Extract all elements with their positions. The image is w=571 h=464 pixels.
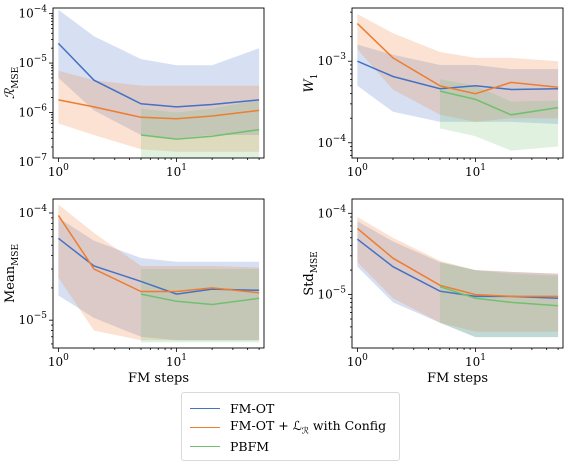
tick-label: 10−3 — [317, 52, 346, 68]
tick-label: 10−6 — [18, 103, 47, 119]
y-axis-label: ℛMSE — [3, 67, 21, 99]
legend-swatch — [190, 407, 220, 409]
x-axis-label: FM steps — [128, 371, 189, 386]
tick-label: 10−5 — [317, 286, 346, 302]
confidence-band — [357, 44, 559, 124]
confidence-band — [58, 70, 260, 152]
confidence-band — [440, 79, 559, 151]
legend-label: FM-OT + ℒℛ with Config — [230, 417, 387, 437]
series-line — [57, 42, 260, 108]
legend-item-pbfm: PBFM — [190, 437, 269, 455]
confidence-band — [141, 269, 260, 343]
series-line — [140, 128, 260, 140]
subplot-1: 100 101 10−7 10−6 10−5 10−4 ℛMSE — [3, 5, 265, 179]
tick-label: 101 — [465, 353, 486, 369]
legend-label: FM-OT — [230, 400, 275, 416]
plot-area — [356, 14, 559, 151]
plot-area — [57, 9, 260, 158]
series-line — [357, 60, 559, 91]
y-axis-label: StdMSE — [302, 251, 320, 295]
series-line — [439, 285, 559, 307]
tick-label: 100 — [347, 163, 368, 179]
tick-label: 10−4 — [18, 5, 47, 21]
legend-swatch — [190, 445, 220, 447]
legend-swatch — [190, 426, 220, 428]
confidence-band — [58, 204, 260, 341]
legend-label: PBFM — [230, 438, 270, 454]
y-axis-label: MeanMSE — [3, 244, 21, 303]
tick-label: 101 — [465, 163, 486, 179]
tick-label: 101 — [166, 353, 187, 369]
series-line — [439, 90, 559, 116]
series-line — [58, 99, 260, 120]
tick-label: 10−4 — [317, 204, 346, 220]
plot-area — [356, 217, 559, 338]
subplot-4: 100 101 10−5 10−4 StdMSE FM steps — [302, 198, 564, 386]
x-axis-label: FM steps — [427, 371, 488, 386]
confidence-band — [58, 217, 260, 341]
legend-item-fm-ot: FM-OT — [190, 399, 274, 417]
tick-label: 10−5 — [18, 311, 47, 327]
tick-label: 100 — [347, 353, 368, 369]
tick-label: 100 — [48, 353, 69, 369]
tick-label: 10−5 — [18, 54, 47, 70]
series-line — [356, 23, 559, 95]
series-line — [140, 293, 260, 306]
tick-label: 100 — [48, 163, 69, 179]
confidence-band — [357, 217, 559, 332]
legend: FM-OT FM-OT + ℒℛ with Config PBFM — [181, 392, 400, 461]
tick-label: 10−7 — [18, 153, 47, 169]
confidence-band — [440, 262, 559, 338]
confidence-band — [357, 221, 559, 338]
subplot-2: 100 101 10−4 10−3 W1 — [302, 7, 564, 179]
tick-label: 10−4 — [18, 204, 47, 220]
legend-item-fm-ot-config: FM-OT + ℒℛ with Config — [190, 418, 386, 436]
confidence-band — [357, 14, 559, 122]
plot-area — [57, 204, 260, 343]
y-axis-label: W1 — [302, 73, 320, 92]
tick-label: 10−4 — [317, 134, 346, 150]
subplot-3: 100 101 10−5 10−4 MeanMSE FM steps — [3, 198, 265, 386]
series-line — [356, 227, 559, 298]
series-line — [57, 214, 260, 294]
confidence-band — [58, 9, 260, 139]
tick-label: 101 — [166, 163, 187, 179]
